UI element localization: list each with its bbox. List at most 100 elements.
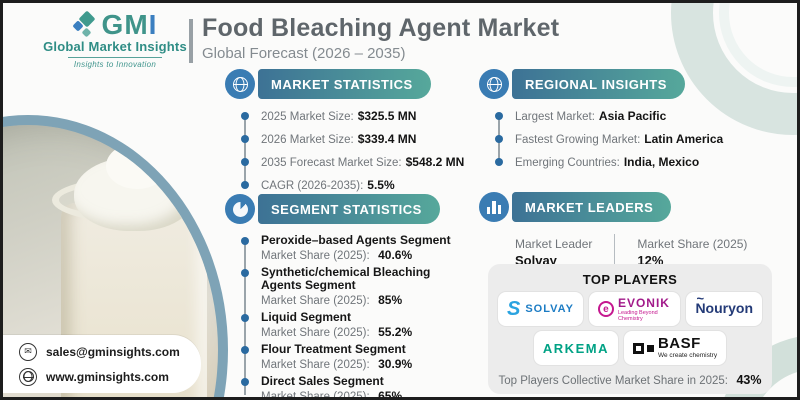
website-globe-icon <box>19 367 37 386</box>
market-statistics-list: 2025 Market Size: $325.5 MN 2026 Market … <box>241 109 464 192</box>
bullet-dot <box>241 314 249 322</box>
stat-label: Emerging Countries: <box>515 157 620 169</box>
gmi-letter-m: M <box>124 9 149 40</box>
share-value: 30.9% <box>378 357 413 371</box>
evonik-logo-text: EVONIK <box>617 295 670 310</box>
gmi-letter-i: I <box>148 9 158 40</box>
stat-value: $548.2 MN <box>405 155 465 169</box>
market-leader-column: Market Leader Solvay <box>515 237 592 268</box>
section-regional-insights: REGIONAL INSIGHTS Largest Market: Asia P… <box>479 69 779 178</box>
bullet-dot <box>241 346 249 354</box>
globe-icon <box>479 69 509 99</box>
list-item: Direct Sales Segment Market Share (2025)… <box>241 375 455 397</box>
list-item: Synthetic/chemical Bleaching Agents Segm… <box>241 266 455 308</box>
globe-chart-icon <box>225 69 255 99</box>
segment-name: Flour Treatment Segment <box>261 342 406 356</box>
column-divider <box>614 234 616 270</box>
segment-name: Liquid Segment <box>261 310 351 324</box>
bleaching-powder-peak <box>106 143 168 189</box>
evonik-tagline: Leading Beyond Chemistry <box>617 309 658 322</box>
top-players-row-1: S SOLVAY e EVONIK Leading Beyond Chemist… <box>498 291 762 326</box>
decorative-ring-top-right <box>671 3 797 135</box>
list-item: 2026 Market Size: $339.4 MN <box>241 132 455 146</box>
share-value: 55.2% <box>378 325 413 339</box>
segment-name: Synthetic/chemical Bleaching Agents Segm… <box>261 265 431 292</box>
page-subtitle: Global Forecast (2026 – 2035) <box>202 45 406 62</box>
bullet-dot <box>241 112 249 120</box>
player-chip-evonik: e EVONIK Leading Beyond Chemistry <box>588 292 681 326</box>
contact-website[interactable]: www.gminsights.com <box>46 369 169 384</box>
list-item: 2035 Forecast Market Size: $548.2 MN <box>241 155 464 169</box>
regional-insights-pill: REGIONAL INSIGHTS <box>479 69 685 99</box>
nouryon-swoosh-icon: ~ <box>696 291 705 306</box>
stat-label: Fastest Growing Market: <box>515 134 641 146</box>
contact-email-row[interactable]: ✉ sales@gminsights.com <box>19 342 201 361</box>
market-share-label: Market Share (2025) <box>637 236 748 251</box>
contact-website-row[interactable]: www.gminsights.com <box>19 367 201 386</box>
market-leader-name: Solvay <box>515 252 557 268</box>
stat-label: Largest Market: <box>515 111 595 123</box>
contact-email[interactable]: sales@gminsights.com <box>46 344 180 359</box>
share-value: 85% <box>378 293 403 307</box>
list-item: 2025 Market Size: $325.5 MN <box>241 109 455 123</box>
market-leaders-columns: Market Leader Solvay Market Share (2025)… <box>515 234 779 270</box>
top-players-box: TOP PLAYERS S SOLVAY e EVONIK Leading Be… <box>488 264 772 394</box>
segment-statistics-pill: SEGMENT STATISTICS <box>225 194 440 224</box>
bullet-dot <box>241 158 249 166</box>
market-leaders-pill: MARKET LEADERS <box>479 192 672 222</box>
list-item: CAGR (2026-2035): 5.5% <box>241 178 455 192</box>
list-item: Fastest Growing Market: Latin America <box>495 132 779 146</box>
market-share-value: 12% <box>637 252 664 268</box>
gmi-letter-g: G <box>101 9 125 40</box>
header: Food Bleaching Agent Market Global Forec… <box>189 14 560 63</box>
market-statistics-heading: MARKET STATISTICS <box>271 76 413 92</box>
top-players-footer: Top Players Collective Market Share in 2… <box>498 371 762 389</box>
share-label: Market Share (2025): <box>261 327 370 339</box>
stat-label: 2035 Forecast Market Size: <box>261 157 402 169</box>
share-label: Market Share (2025): <box>261 295 370 307</box>
gmi-logo: GMI Global Market Insights Insights to I… <box>17 10 213 72</box>
bullet-dot <box>241 269 249 277</box>
market-statistics-pill: MARKET STATISTICS <box>225 69 431 99</box>
top-players-row-2: ARKEMA BASF We create chemistry <box>498 331 762 365</box>
section-market-leaders: MARKET LEADERS Market Leader Solvay Mark… <box>479 192 779 270</box>
basf-square-solid-icon <box>646 344 654 352</box>
list-item: Peroxide–based Agents Segment Market Sha… <box>241 234 455 263</box>
stat-value: Latin America <box>644 132 724 146</box>
regional-insights-list: Largest Market: Asia Pacific Fastest Gro… <box>495 109 779 169</box>
market-leader-label: Market Leader <box>515 236 593 251</box>
bullet-dot <box>241 181 249 189</box>
evonik-circle-e-icon: e <box>597 301 614 317</box>
stat-value: $339.4 MN <box>357 132 417 146</box>
bullet-dot <box>241 378 249 386</box>
stat-label: 2025 Market Size: <box>261 111 354 123</box>
stat-value: Asia Pacific <box>598 109 667 123</box>
share-label: Market Share (2025): <box>261 250 370 262</box>
regional-insights-heading: REGIONAL INSIGHTS <box>525 76 667 92</box>
podium-icon <box>479 192 509 222</box>
stat-label: CAGR (2026-2035): <box>261 180 364 192</box>
share-value: 40.6% <box>378 248 413 262</box>
collective-share-label: Top Players Collective Market Share in 2… <box>498 375 728 387</box>
page-title: Food Bleaching Agent Market <box>202 14 560 42</box>
stat-label: 2026 Market Size: <box>261 134 354 146</box>
title-accent-bar <box>189 19 193 63</box>
player-chip-solvay: S SOLVAY <box>498 292 583 326</box>
bullet-dot <box>495 112 503 120</box>
bullet-dot <box>495 158 503 166</box>
stat-value: India, Mexico <box>623 155 700 169</box>
pie-chart-icon <box>225 194 255 224</box>
bullet-dot <box>241 135 249 143</box>
collective-share-value: 43% <box>736 373 762 387</box>
segment-statistics-list: Peroxide–based Agents Segment Market Sha… <box>241 234 455 397</box>
list-item: Flour Treatment Segment Market Share (20… <box>241 343 455 372</box>
market-share-column: Market Share (2025) 12% <box>637 237 747 268</box>
player-chip-basf: BASF We create chemistry <box>623 331 727 365</box>
basf-logo-text: BASF <box>657 335 701 352</box>
bullet-dot <box>241 237 249 245</box>
gmi-acronym: GMI <box>102 10 158 40</box>
top-players-heading: TOP PLAYERS <box>582 272 678 287</box>
envelope-icon: ✉ <box>19 342 37 361</box>
basf-square-outline-icon <box>632 342 644 354</box>
